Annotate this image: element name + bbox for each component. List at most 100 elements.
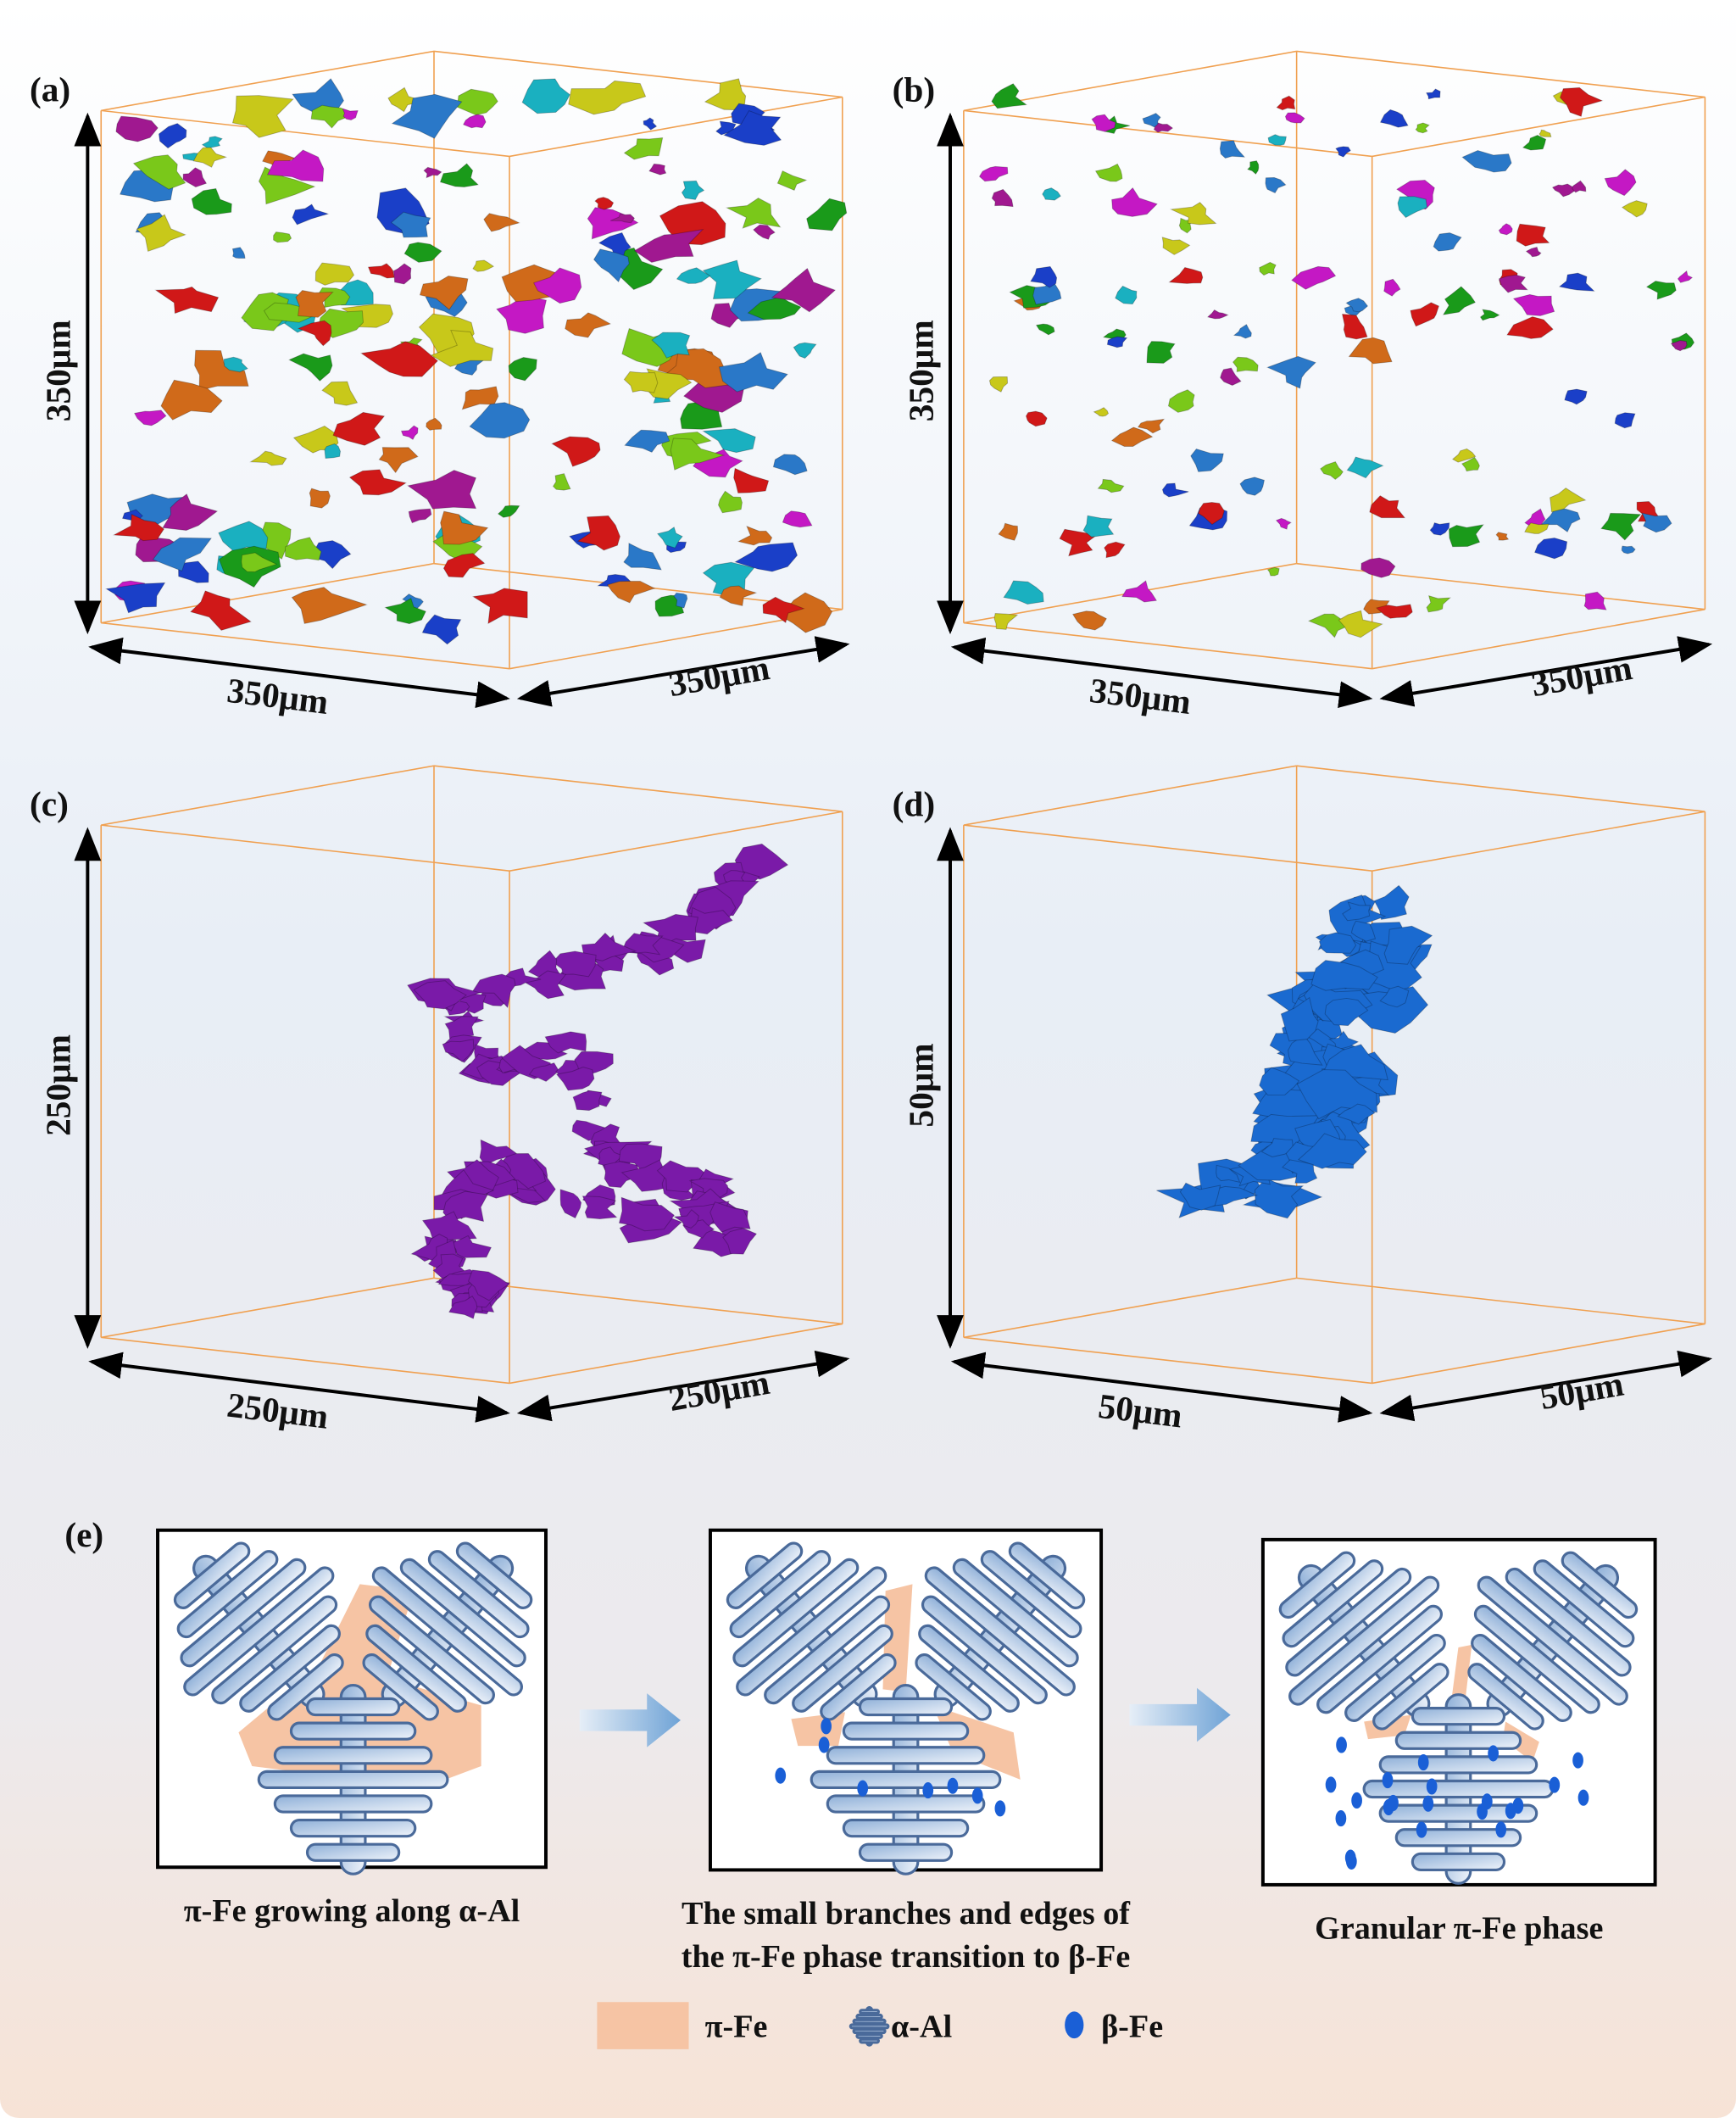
width-arrow bbox=[88, 1352, 510, 1423]
particle bbox=[1232, 324, 1252, 339]
particle bbox=[725, 198, 782, 229]
particle bbox=[419, 275, 469, 310]
particle bbox=[1350, 920, 1377, 942]
legend-swatch bbox=[597, 2002, 689, 2049]
dendrite-arm bbox=[792, 1624, 893, 1713]
dendrite-arm bbox=[826, 1794, 986, 1814]
particle bbox=[1516, 223, 1550, 247]
cube-edge bbox=[963, 824, 1372, 872]
depth-arrow bbox=[1379, 1350, 1713, 1422]
particle bbox=[1206, 309, 1229, 320]
particle bbox=[1551, 183, 1578, 198]
dendrite-arm bbox=[1344, 1633, 1446, 1722]
particle bbox=[676, 267, 711, 284]
particle bbox=[762, 596, 805, 624]
particle bbox=[321, 381, 359, 406]
particle bbox=[1093, 407, 1110, 417]
particle bbox=[1373, 884, 1410, 920]
particle bbox=[670, 438, 726, 471]
dendrite-arm bbox=[858, 1842, 954, 1862]
width-arrow bbox=[950, 637, 1373, 709]
particle bbox=[1328, 1030, 1360, 1051]
cube-edge bbox=[101, 50, 435, 112]
particle bbox=[1111, 187, 1158, 217]
particle bbox=[1030, 265, 1058, 288]
particle bbox=[673, 1209, 699, 1229]
particle bbox=[1538, 129, 1552, 137]
dendrite-arm bbox=[273, 1794, 433, 1814]
cube-edge bbox=[1296, 765, 1705, 813]
beta-fe-phase bbox=[994, 1800, 1006, 1817]
legend-label: α-Al bbox=[891, 2009, 952, 2045]
dendrite bbox=[1467, 1551, 1639, 1731]
particle bbox=[978, 165, 1009, 182]
particle bbox=[437, 1273, 474, 1286]
particle bbox=[384, 597, 426, 625]
particle bbox=[1429, 522, 1450, 536]
particle bbox=[105, 582, 166, 614]
dendrite-arm bbox=[859, 2037, 880, 2044]
dendrite bbox=[173, 1541, 344, 1721]
particle bbox=[1003, 580, 1044, 605]
dendrite-arm bbox=[726, 1541, 804, 1609]
particle bbox=[555, 1067, 595, 1091]
particle bbox=[643, 117, 658, 131]
particle bbox=[581, 1196, 618, 1220]
dendrite-arm bbox=[1378, 1803, 1538, 1823]
caption: The small branches and edges of bbox=[682, 1896, 1131, 1931]
particle bbox=[231, 247, 246, 259]
dendrite-arm bbox=[952, 1558, 1079, 1668]
cube-edge bbox=[433, 765, 843, 813]
pi-fe-phase bbox=[791, 1712, 845, 1747]
particle bbox=[160, 379, 223, 421]
particle bbox=[793, 342, 817, 360]
particle bbox=[483, 213, 520, 232]
particle bbox=[544, 1031, 587, 1054]
particle bbox=[390, 211, 431, 238]
particle bbox=[776, 170, 808, 191]
particle bbox=[1525, 246, 1542, 258]
particle bbox=[991, 188, 1014, 208]
particle bbox=[292, 203, 330, 226]
particle bbox=[469, 402, 531, 439]
particle bbox=[1360, 557, 1396, 578]
dendrite-arm bbox=[1378, 1755, 1538, 1775]
particle bbox=[367, 263, 395, 279]
particle bbox=[1621, 545, 1636, 555]
beta-fe-phase bbox=[775, 1767, 787, 1784]
cube-edge bbox=[509, 811, 843, 872]
particle bbox=[1348, 337, 1393, 365]
dendrite-arm bbox=[455, 1541, 533, 1609]
cube-edge bbox=[1372, 96, 1705, 158]
particle bbox=[442, 553, 486, 578]
particle bbox=[1284, 112, 1305, 124]
particle bbox=[1198, 501, 1225, 526]
particle bbox=[295, 289, 334, 318]
particle bbox=[297, 320, 332, 347]
particle bbox=[1239, 477, 1266, 496]
cube-edge bbox=[101, 765, 435, 826]
particle bbox=[133, 410, 167, 426]
cube-edge bbox=[963, 109, 1372, 158]
particle bbox=[604, 1161, 642, 1189]
particle bbox=[624, 429, 670, 453]
particle bbox=[1255, 1177, 1305, 1219]
particle bbox=[1297, 1133, 1367, 1169]
transition-arrow bbox=[579, 1693, 681, 1747]
beta-fe-phase bbox=[1351, 1792, 1362, 1809]
schematic-box: Granular π-Fe phase bbox=[1260, 1537, 1657, 1947]
particle bbox=[528, 1062, 559, 1082]
particle bbox=[723, 109, 782, 146]
particle bbox=[656, 1160, 709, 1193]
particle bbox=[467, 1269, 510, 1301]
dendrite-arm bbox=[267, 1653, 344, 1721]
particle bbox=[310, 104, 353, 129]
particle bbox=[400, 425, 419, 441]
particle bbox=[152, 537, 213, 572]
dendrite-arm bbox=[1410, 1707, 1506, 1726]
particle bbox=[497, 504, 520, 518]
dendrite-arm bbox=[1505, 1567, 1632, 1677]
particle bbox=[521, 78, 570, 114]
particle bbox=[508, 357, 537, 382]
particle bbox=[1341, 313, 1368, 340]
